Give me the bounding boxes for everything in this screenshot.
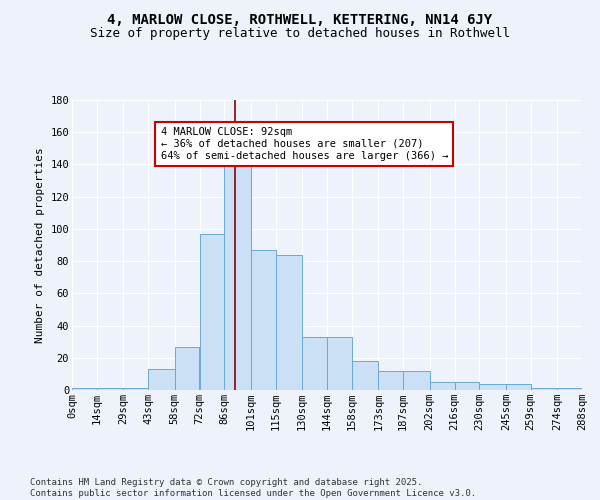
Bar (506, 384, 530, 390)
Bar (530, 388, 557, 390)
Bar (352, 361, 379, 390)
Bar (403, 370, 430, 390)
Bar (199, 234, 224, 390)
Bar (479, 384, 506, 390)
Bar (251, 250, 275, 390)
Bar (72, 388, 97, 390)
Text: Contains HM Land Registry data © Crown copyright and database right 2025.
Contai: Contains HM Land Registry data © Crown c… (30, 478, 476, 498)
Text: 4 MARLOW CLOSE: 92sqm
← 36% of detached houses are smaller (207)
64% of semi-det: 4 MARLOW CLOSE: 92sqm ← 36% of detached … (161, 128, 448, 160)
Bar (557, 388, 582, 390)
Bar (275, 254, 302, 390)
Bar (97, 388, 124, 390)
Bar (327, 337, 352, 390)
Bar (379, 370, 403, 390)
Text: Size of property relative to detached houses in Rothwell: Size of property relative to detached ho… (90, 28, 510, 40)
Y-axis label: Number of detached properties: Number of detached properties (35, 147, 45, 343)
Text: 4, MARLOW CLOSE, ROTHWELL, KETTERING, NN14 6JY: 4, MARLOW CLOSE, ROTHWELL, KETTERING, NN… (107, 12, 493, 26)
Bar (224, 152, 251, 390)
Bar (302, 337, 327, 390)
Bar (124, 388, 148, 390)
Bar (175, 346, 199, 390)
Bar (430, 382, 455, 390)
Bar (455, 382, 479, 390)
Bar (148, 369, 175, 390)
